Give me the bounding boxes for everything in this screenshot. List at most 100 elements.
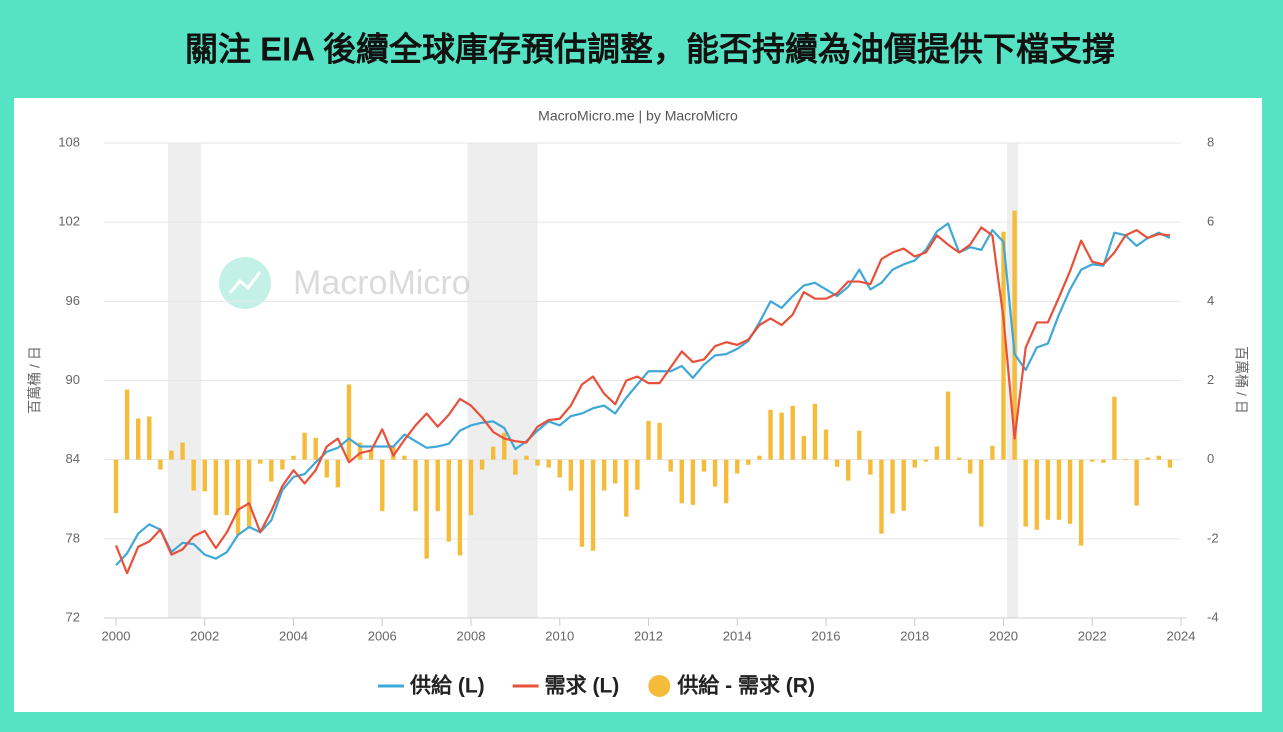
x-tick-label: 2020	[989, 628, 1018, 643]
panel	[14, 98, 1262, 712]
bar	[357, 442, 363, 460]
bar	[1023, 459, 1028, 527]
bar	[147, 416, 152, 460]
bar	[568, 459, 574, 491]
x-tick-label: 2000	[102, 628, 131, 643]
y2-tick-label: -2	[1207, 530, 1219, 545]
subtitle: MacroMicro.me | by MacroMicro	[538, 108, 738, 124]
bar	[679, 459, 684, 504]
legend-label: 供給 (L)	[409, 674, 485, 698]
bar	[413, 459, 418, 512]
y-axis-label: 百萬桶 / 日	[27, 346, 43, 414]
x-tick-label: 2016	[812, 628, 841, 643]
bar	[801, 435, 807, 460]
bar	[657, 422, 662, 460]
bar	[302, 432, 307, 460]
bar	[779, 412, 784, 460]
bar	[857, 430, 862, 460]
bar	[912, 459, 917, 468]
bar	[180, 442, 185, 460]
bar	[169, 450, 174, 460]
bar	[624, 459, 629, 517]
bar	[1034, 459, 1039, 530]
y-tick-label: 90	[66, 372, 80, 387]
bar	[113, 459, 119, 514]
bar	[346, 384, 352, 460]
bar	[1134, 459, 1139, 506]
bar	[468, 459, 474, 516]
y-tick-label: 108	[58, 134, 80, 149]
bar	[490, 446, 496, 460]
y2-tick-label: 0	[1207, 451, 1214, 466]
bar	[324, 459, 329, 478]
bar	[1156, 455, 1162, 460]
bar	[601, 459, 607, 491]
legend-label: 需求 (L)	[545, 675, 620, 698]
y-tick-label: 78	[66, 530, 80, 545]
bar	[1090, 459, 1095, 462]
bar	[502, 432, 507, 460]
bar	[135, 418, 141, 460]
bar	[313, 437, 318, 460]
bar	[746, 459, 751, 465]
bar	[757, 455, 762, 460]
bar	[845, 459, 851, 481]
bar	[990, 445, 995, 460]
bar	[546, 459, 551, 468]
bar	[557, 459, 562, 478]
bar	[124, 389, 130, 460]
y-tick-label: 96	[66, 293, 80, 308]
bar	[812, 403, 818, 460]
bar	[535, 459, 540, 466]
bar	[690, 459, 696, 505]
x-tick-label: 2024	[1167, 628, 1196, 643]
bar	[723, 459, 729, 504]
x-tick-label: 2014	[723, 628, 752, 643]
bar	[590, 459, 596, 551]
y2-tick-label: 6	[1207, 214, 1214, 229]
bar	[368, 449, 374, 460]
chart-title: 關注 EIA 後續全球庫存預估調整，能否持續為油價提供下檔支撐	[185, 31, 1115, 68]
bar	[191, 459, 196, 491]
bar	[202, 459, 207, 492]
bar	[1101, 459, 1106, 463]
bar	[968, 459, 973, 474]
bar	[1145, 457, 1150, 460]
y2-tick-label: -4	[1207, 609, 1219, 624]
bar	[956, 457, 962, 460]
bar	[213, 459, 219, 516]
x-tick-label: 2002	[190, 628, 219, 643]
bar	[868, 459, 873, 475]
line	[114, 226, 1171, 575]
bar	[945, 391, 951, 460]
bar	[335, 459, 341, 488]
bar	[402, 455, 407, 460]
bar	[735, 459, 740, 474]
bar	[646, 420, 651, 460]
x-tick-label: 2012	[634, 628, 663, 643]
bar	[923, 459, 929, 462]
watermark-logo-line	[228, 271, 262, 294]
bar	[768, 409, 773, 460]
bar	[1045, 459, 1051, 520]
bar	[1001, 231, 1006, 460]
bar	[1167, 459, 1173, 468]
legend-label: 供給 - 需求 (R)	[676, 674, 815, 698]
watermark-text: MacroMicro	[293, 264, 471, 302]
line	[115, 222, 1171, 566]
y2-axis-label: 百萬桶 / 日	[1233, 346, 1249, 414]
bar	[513, 459, 518, 475]
bar	[446, 459, 452, 542]
bar	[524, 455, 529, 460]
x-tick-label: 2006	[368, 628, 397, 643]
bar	[879, 459, 884, 534]
bar	[934, 446, 940, 460]
bar	[479, 459, 485, 470]
bar	[613, 459, 618, 484]
bar	[701, 459, 707, 472]
bar	[224, 459, 230, 516]
bar	[435, 459, 440, 512]
bar	[291, 455, 296, 460]
bar	[380, 459, 385, 512]
